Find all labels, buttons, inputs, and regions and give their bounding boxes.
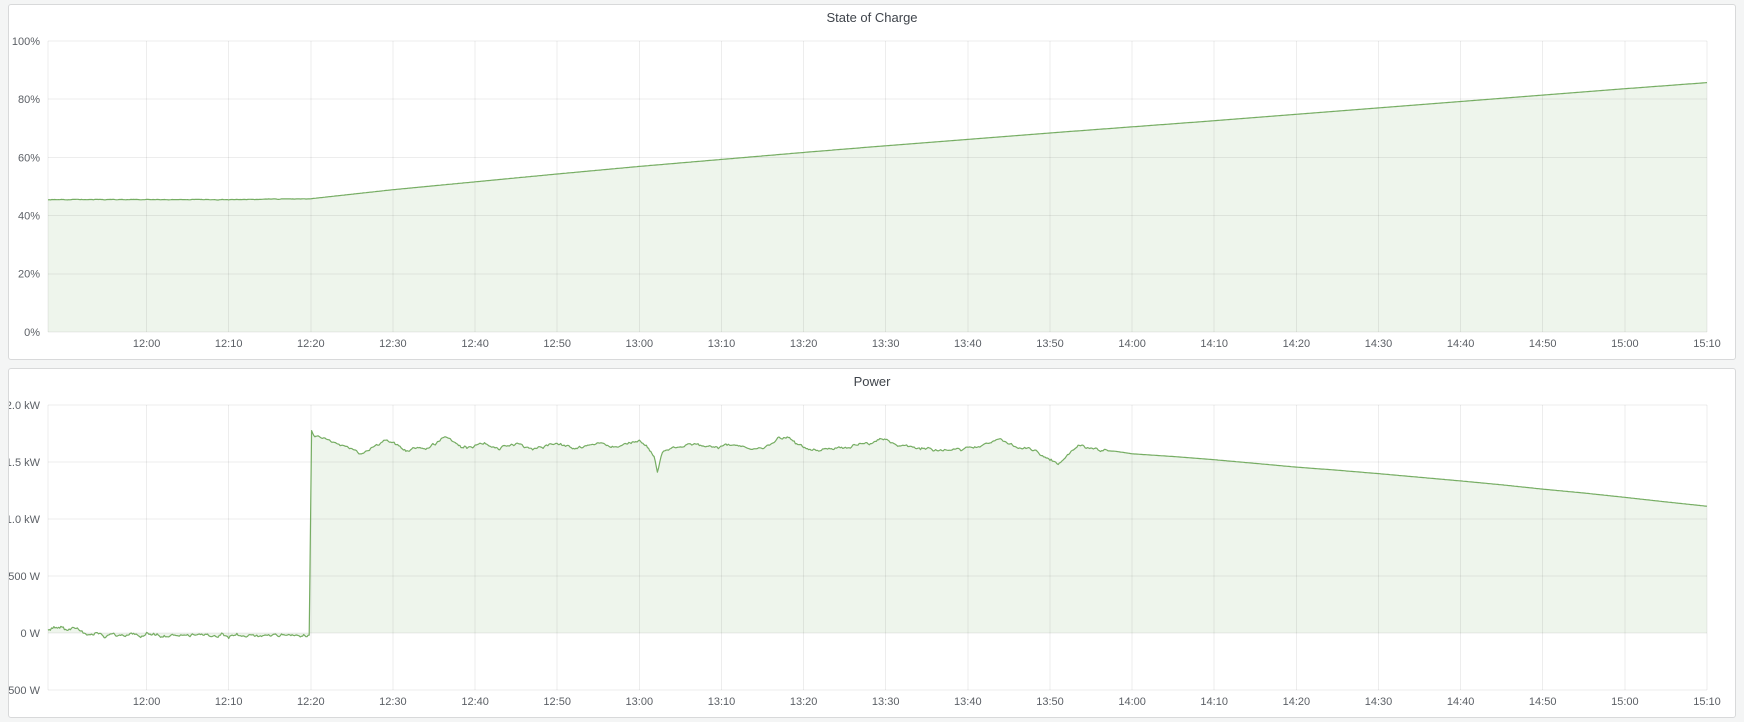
y-tick-label: 500 W [9, 571, 41, 583]
x-tick-label: 13:50 [1036, 338, 1064, 350]
series-line [47, 430, 1708, 640]
x-tick-label: 13:00 [626, 338, 654, 350]
x-tick-label: 14:10 [1200, 696, 1228, 708]
x-tick-label: 15:10 [1693, 696, 1721, 708]
x-tick-label: 14:10 [1200, 338, 1228, 350]
y-tick-label: 100% [12, 36, 40, 48]
x-tick-label: 13:30 [872, 338, 900, 350]
power-chart[interactable]: 2.0 kW 1.5 kW 1.0 kW 500 W 0 W -500 W 12:00 12:… [9, 369, 1735, 717]
x-tick-label: 15:00 [1611, 696, 1639, 708]
x-tick-label: 12:00 [133, 338, 161, 350]
panel-title[interactable]: Power [853, 374, 891, 389]
y-tick-label: 1.0 kW [9, 514, 41, 526]
x-tick-label: 13:50 [1036, 696, 1064, 708]
x-tick-label: 12:20 [297, 338, 325, 350]
x-tick-label: 13:20 [790, 338, 818, 350]
x-tick-label: 12:50 [543, 338, 571, 350]
x-tick-label: 13:40 [954, 696, 982, 708]
x-tick-label: 13:10 [708, 338, 736, 350]
x-tick-label: 12:00 [133, 696, 161, 708]
x-tick-label: 13:30 [872, 696, 900, 708]
x-tick-label: 14:40 [1447, 696, 1475, 708]
x-tick-label: 12:20 [297, 696, 325, 708]
series-fill [48, 82, 1707, 332]
series-line [47, 82, 1708, 201]
x-tick-label: 15:10 [1693, 338, 1721, 350]
panel-state-of-charge: State of Charge 100% 80% 60% 40% 20% 0% 12:00 1… [8, 4, 1736, 360]
x-tick-label: 15:00 [1611, 338, 1639, 350]
x-tick-label: 14:40 [1447, 338, 1475, 350]
x-tick-label: 14:50 [1529, 338, 1557, 350]
x-tick-label: 13:10 [708, 696, 736, 708]
x-tick-label: 14:20 [1283, 338, 1311, 350]
state-of-charge-chart[interactable]: 100% 80% 60% 40% 20% 0% 12:00 12:10 12:20 12:30 12… [9, 5, 1735, 359]
panel-title[interactable]: State of Charge [826, 10, 918, 25]
x-tick-label: 14:00 [1118, 338, 1146, 350]
x-tick-label: 12:10 [215, 338, 243, 350]
y-tick-label: 2.0 kW [9, 400, 41, 412]
x-tick-label: 12:30 [379, 696, 407, 708]
y-tick-label: 60% [18, 152, 40, 164]
x-tick-label: 14:50 [1529, 696, 1557, 708]
y-tick-label: -500 W [9, 685, 41, 697]
x-tick-label: 12:40 [461, 338, 489, 350]
x-tick-label: 14:20 [1283, 696, 1311, 708]
x-tick-label: 12:40 [461, 696, 489, 708]
y-tick-label: 80% [18, 94, 40, 106]
x-tick-label: 12:30 [379, 338, 407, 350]
y-tick-label: 0 W [20, 628, 40, 640]
x-tick-label: 12:50 [543, 696, 571, 708]
panel-power: Power 2.0 kW 1.5 kW 1.0 kW 500 W 0 W -500 W 12… [8, 368, 1736, 718]
x-tick-label: 14:00 [1118, 696, 1146, 708]
y-tick-label: 1.5 kW [9, 457, 41, 469]
x-tick-label: 12:10 [215, 696, 243, 708]
x-tick-label: 13:20 [790, 696, 818, 708]
x-tick-label: 14:30 [1365, 338, 1393, 350]
x-tick-label: 14:30 [1365, 696, 1393, 708]
y-tick-label: 0% [24, 327, 40, 339]
y-tick-label: 40% [18, 210, 40, 222]
x-tick-label: 13:40 [954, 338, 982, 350]
y-tick-label: 20% [18, 269, 40, 281]
x-tick-label: 13:00 [626, 696, 654, 708]
series-fill [48, 430, 1707, 639]
